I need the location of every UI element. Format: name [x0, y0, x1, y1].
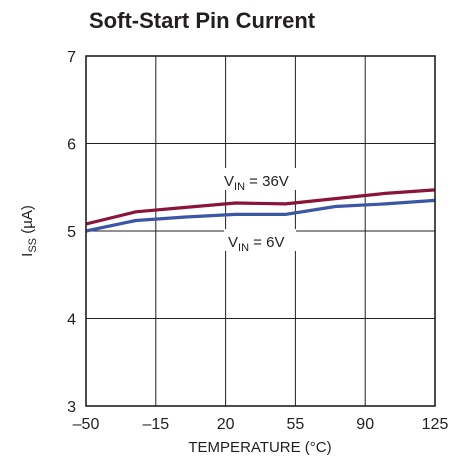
- y-tick-labels: 3 4 5 6 7: [67, 49, 76, 416]
- svg-text:VIN = 6V: VIN = 6V: [228, 234, 284, 254]
- y-tick-label: 7: [67, 49, 76, 66]
- x-axis-label: TEMPERATURE (°C): [188, 439, 331, 456]
- x-tick-labels: –50 –15 20 55 90 125: [73, 416, 449, 433]
- x-tick-label: 55: [287, 416, 305, 433]
- x-tick-label: –50: [73, 416, 100, 433]
- y-tick-label: 6: [67, 137, 76, 154]
- series-line-0: [85, 188, 436, 226]
- series-group: [85, 188, 436, 233]
- x-tick-label: –15: [142, 416, 169, 433]
- y-tick-label: 4: [67, 312, 76, 329]
- svg-text:VIN = 36V: VIN = 36V: [224, 173, 289, 193]
- chart-title: Soft-Start Pin Current: [89, 8, 316, 33]
- y-axis-label: ISS (µA): [19, 205, 39, 257]
- y-tick-label: 5: [67, 224, 76, 241]
- x-tick-label: 90: [356, 416, 374, 433]
- y-tick-label: 3: [67, 399, 76, 416]
- annotation-vin-6v: VIN = 6V: [224, 229, 296, 254]
- annotation-vin-36v: VIN = 36V: [220, 168, 302, 193]
- x-tick-label: 125: [422, 416, 449, 433]
- x-tick-label: 20: [217, 416, 235, 433]
- plot-frame: [85, 55, 436, 407]
- series-line-1: [85, 198, 436, 233]
